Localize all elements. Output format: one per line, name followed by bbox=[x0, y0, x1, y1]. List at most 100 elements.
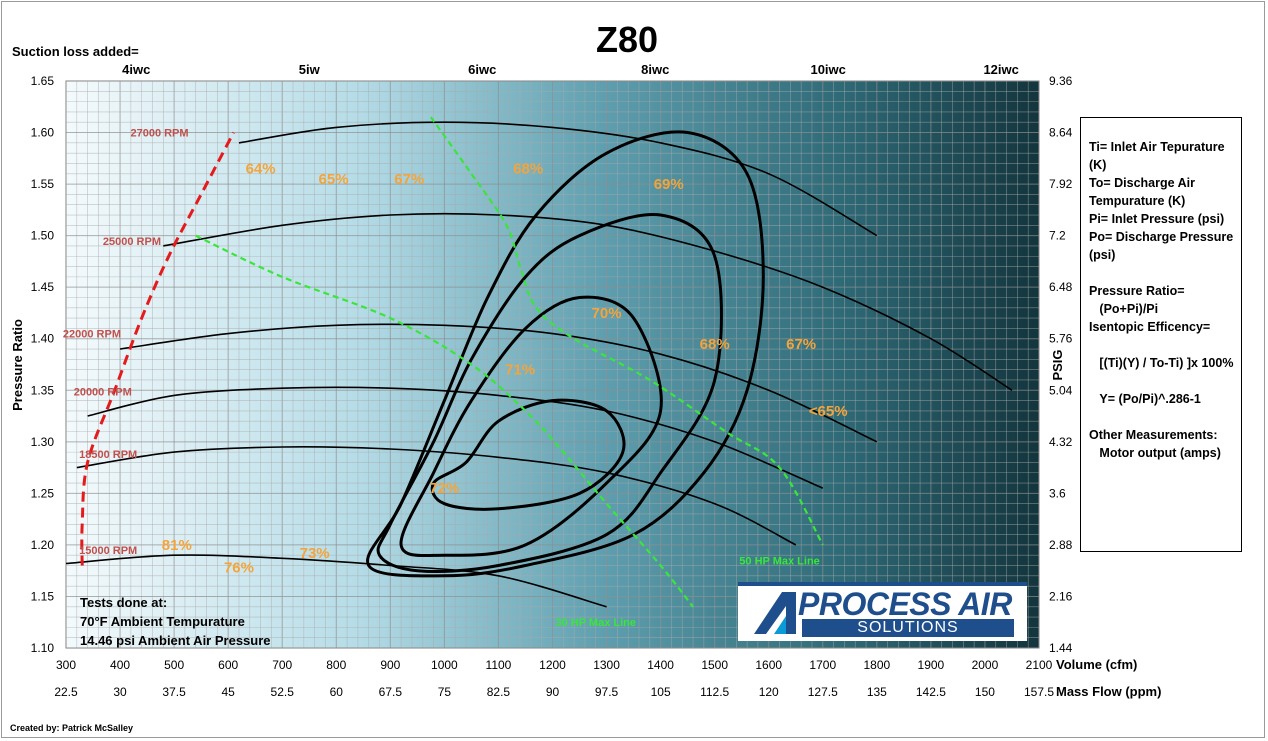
rpm-label: 27000 RPM bbox=[130, 128, 188, 140]
y-tick-label: 1.50 bbox=[31, 229, 55, 243]
x-tick-label: 1300 bbox=[593, 658, 620, 672]
legend-line: [(Ti)(Y) / To-Ti) ]x 100% bbox=[1089, 356, 1234, 370]
y2-tick-label: 3.6 bbox=[1049, 486, 1066, 500]
logo-mark-icon bbox=[754, 592, 796, 634]
test-condition-line: 14.46 psi Ambient Air Pressure bbox=[80, 633, 271, 648]
x2-tick-label: 120 bbox=[759, 685, 779, 699]
efficiency-island-4 bbox=[366, 130, 765, 578]
x-tick-label: 1100 bbox=[486, 658, 512, 672]
suction-tick-label: 8iwc bbox=[641, 62, 669, 77]
x-tick-label: 1900 bbox=[918, 658, 945, 672]
x2-tick-label: 67.5 bbox=[379, 685, 403, 699]
legend-line: Po= Discharge Pressure (psi) bbox=[1089, 230, 1237, 262]
y-tick-label: 1.20 bbox=[31, 538, 55, 552]
max-line-label: 30 HP Max Line bbox=[555, 617, 636, 629]
legend-spacer bbox=[1089, 408, 1235, 426]
speed-line bbox=[87, 386, 824, 489]
legend-spacer bbox=[1089, 372, 1235, 390]
x2-tick-label: 82.5 bbox=[487, 685, 511, 699]
x-tick-label: 2100 bbox=[1026, 658, 1053, 672]
y2-tick-label: 5.76 bbox=[1049, 332, 1073, 346]
y2-tick-label: 7.2 bbox=[1049, 229, 1066, 243]
x-tick-label: 900 bbox=[380, 658, 400, 672]
max-line-path bbox=[430, 116, 824, 546]
efficiency-islands bbox=[366, 130, 765, 578]
legend-line: Pressure Ratio= bbox=[1089, 284, 1185, 298]
y2-tick-label: 4.32 bbox=[1049, 435, 1073, 449]
max-lines bbox=[195, 116, 824, 608]
rpm-label: 20000 RPM bbox=[74, 386, 132, 398]
test-condition-line: 70°F Ambient Tempurature bbox=[80, 614, 245, 629]
max-line-path bbox=[195, 234, 694, 608]
suction-tick-label: 4iwc bbox=[122, 62, 150, 77]
speed-line bbox=[119, 323, 878, 443]
y2-tick-label: 5.04 bbox=[1049, 383, 1073, 397]
y-tick-label: 1.35 bbox=[31, 383, 55, 397]
y2-tick-label: 2.16 bbox=[1049, 589, 1073, 603]
test-conditions-note: Tests done at: 70°F Ambient Tempurature 14… bbox=[80, 595, 271, 648]
x-tick-label: 1200 bbox=[539, 658, 566, 672]
efficiency-label: <65% bbox=[809, 403, 848, 420]
efficiency-label: 68% bbox=[700, 336, 730, 353]
x-tick-label: 1700 bbox=[809, 658, 836, 672]
surge-line bbox=[80, 131, 235, 566]
x-tick-label: 1000 bbox=[431, 658, 458, 672]
x-tick-label: 500 bbox=[164, 658, 184, 672]
x-axis-label: Volume (cfm) bbox=[1056, 657, 1137, 672]
y-tick-label: 1.10 bbox=[31, 641, 55, 655]
efficiency-label: 72% bbox=[429, 480, 459, 497]
y-tick-label: 1.60 bbox=[31, 126, 55, 140]
suction-tick-label: 6iwc bbox=[468, 62, 496, 77]
legend-spacer bbox=[1089, 264, 1235, 282]
legend-line: Isentopic Efficency= bbox=[1089, 320, 1211, 334]
chart-title: Z80 bbox=[596, 19, 658, 60]
efficiency-label: 73% bbox=[300, 545, 330, 562]
rpm-label: 18500 RPM bbox=[79, 449, 137, 461]
x2-tick-label: 142.5 bbox=[916, 685, 946, 699]
x-tick-label: 1600 bbox=[755, 658, 782, 672]
speed-line bbox=[238, 121, 878, 237]
rpm-label: 25000 RPM bbox=[103, 236, 161, 248]
efficiency-label: 70% bbox=[592, 305, 622, 322]
chart-annotations: 15000 RPM 18500 RPM 20000 RPM 22000 RPM 2500… bbox=[63, 128, 848, 630]
y-tick-label: 1.15 bbox=[31, 589, 55, 603]
speed-line bbox=[66, 554, 607, 608]
suction-loss-label: Suction loss added= bbox=[12, 44, 139, 59]
y-tick-label: 1.30 bbox=[31, 435, 55, 449]
y-tick-label: 1.40 bbox=[31, 332, 55, 346]
x-tick-label: 2000 bbox=[972, 658, 999, 672]
suction-tick-label: 10iwc bbox=[810, 62, 845, 77]
efficiency-label: 67% bbox=[786, 336, 816, 353]
x2-tick-label: 37.5 bbox=[162, 685, 186, 699]
x2-tick-label: 75 bbox=[438, 685, 452, 699]
x-tick-label: 1500 bbox=[701, 658, 728, 672]
x2-tick-label: 97.5 bbox=[595, 685, 619, 699]
efficiency-label: 67% bbox=[394, 171, 424, 188]
x2-tick-label: 45 bbox=[221, 685, 235, 699]
legend-line: Motor output (amps) bbox=[1089, 446, 1221, 460]
x-tick-label: 400 bbox=[110, 658, 130, 672]
efficiency-island-3 bbox=[376, 212, 723, 573]
rpm-label: 22000 RPM bbox=[63, 329, 121, 341]
max-line-label: 50 HP Max Line bbox=[739, 555, 820, 567]
rpm-label: 15000 RPM bbox=[79, 545, 137, 557]
efficiency-label: 69% bbox=[654, 176, 684, 193]
suction-tick-label: 5iw bbox=[299, 62, 321, 77]
efficiency-island-2 bbox=[399, 295, 663, 558]
y-tick-label: 1.25 bbox=[31, 486, 55, 500]
process-air-logo: PROCESS AIR SOLUTIONS bbox=[738, 582, 1027, 641]
axes: 300 400 500 600 700 800 900 1000 1100 1200 1300 140… bbox=[31, 62, 1073, 699]
formula-legend: Ti= Inlet Air Tepurature (K) To= Discharg… bbox=[1080, 117, 1242, 552]
x2-axis-label: Mass Flow (ppm) bbox=[1056, 684, 1161, 699]
legend-line: (Po+Pi)/Pi bbox=[1089, 302, 1159, 316]
y2-tick-label: 1.44 bbox=[1049, 641, 1073, 655]
y-tick-label: 1.45 bbox=[31, 280, 55, 294]
legend-line: Y= (Po/Pi)^.286-1 bbox=[1089, 392, 1201, 406]
efficiency-label: 76% bbox=[224, 560, 254, 577]
speed-line bbox=[76, 446, 797, 546]
x2-tick-label: 157.5 bbox=[1024, 685, 1054, 699]
efficiency-label: 68% bbox=[513, 161, 543, 178]
x2-tick-label: 127.5 bbox=[808, 685, 838, 699]
efficiency-island-1 bbox=[430, 398, 626, 511]
